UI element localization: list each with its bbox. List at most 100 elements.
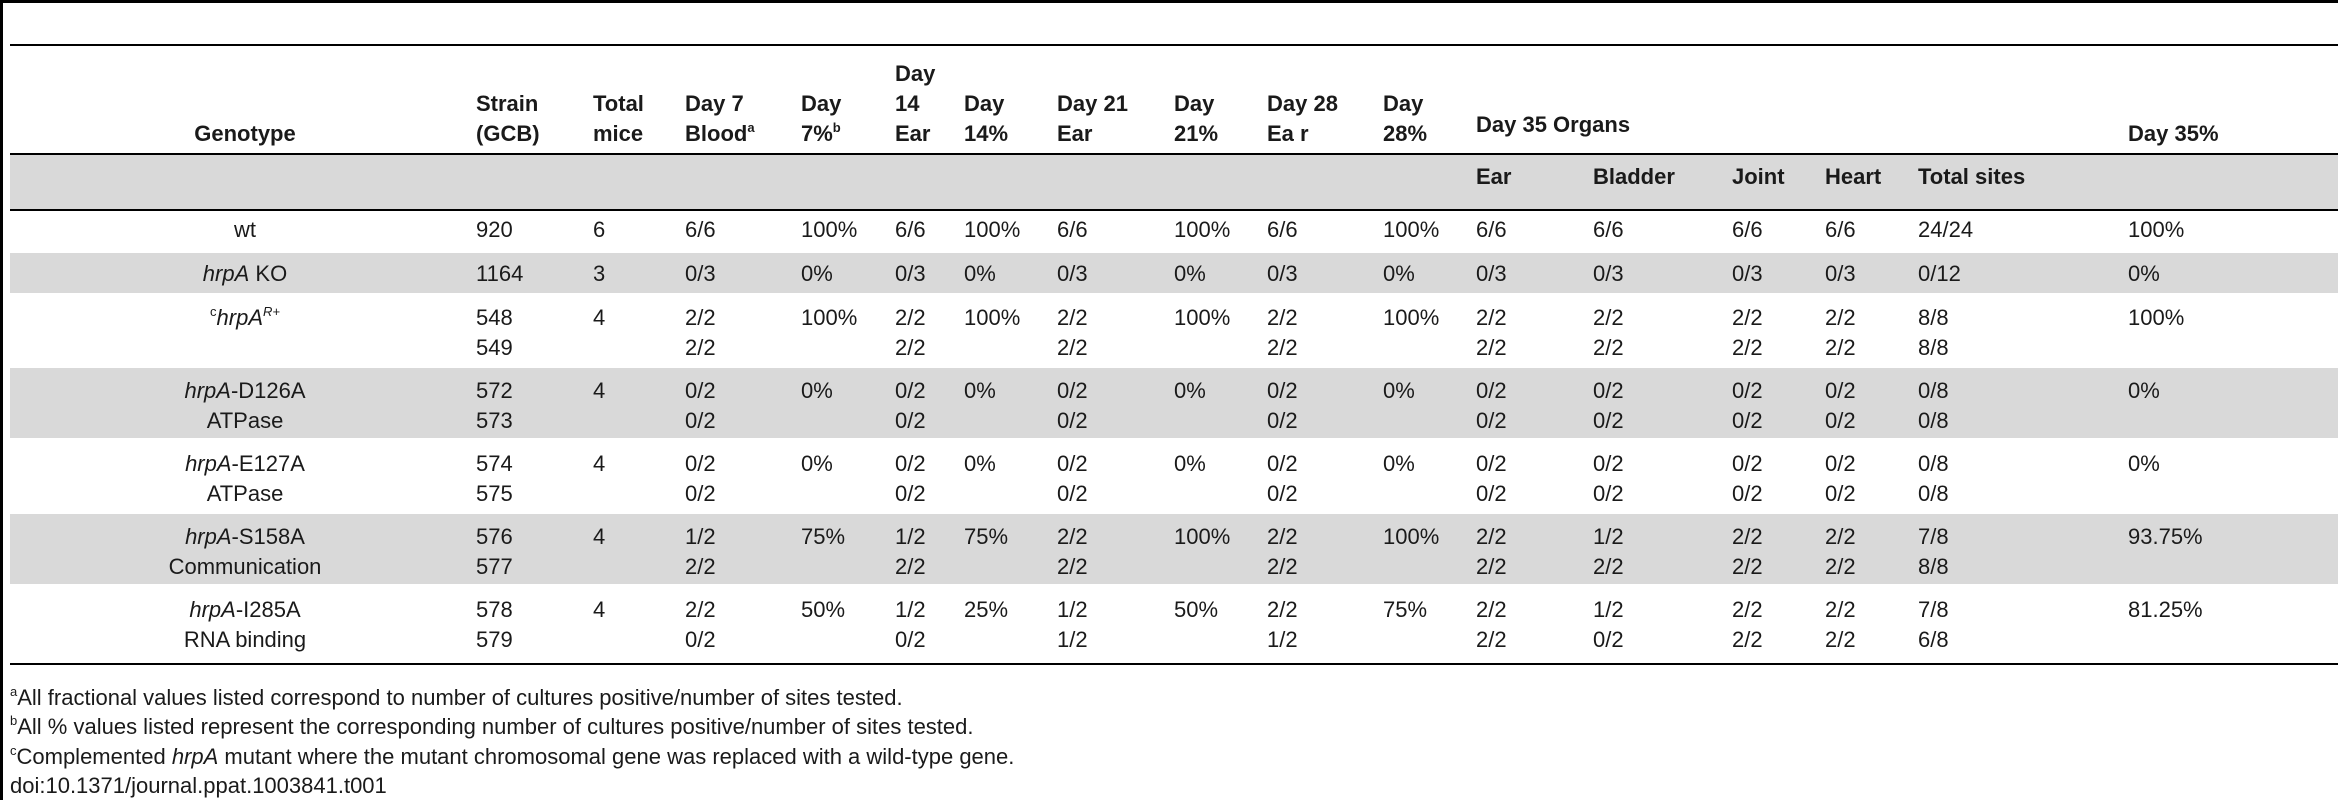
table-cell-bladder: 2/2 <box>1593 305 1624 330</box>
table-cell-d21p: 100% <box>1174 217 1231 242</box>
table-cell-d7b: 2/2 <box>685 553 716 579</box>
table-cell-heart: 0/2 <box>1825 451 1856 476</box>
footnote-b: bAll % values listed represent the corre… <box>10 712 974 739</box>
header-day14-ear: Day 14 Ear <box>895 61 936 146</box>
header-day21-ear: Day 21 Ear <box>1057 91 1128 146</box>
table-cell-d7p: 0% <box>801 451 833 476</box>
table-cell-d21e: 1/2 <box>1057 626 1088 652</box>
doi-text: doi:10.1371/journal.ppat.1003841.t001 <box>10 773 387 798</box>
table-cell-d14e: 1/2 <box>895 524 926 549</box>
table-cell-bladder: 0/2 <box>1593 407 1624 433</box>
table-cell-d14p: 25% <box>964 597 1009 622</box>
table-cell-d7b: 0/2 <box>685 451 716 476</box>
genotype-name: chrpAR+ <box>135 303 355 333</box>
genotype-name: hrpA-I285A <box>135 595 355 625</box>
table-cell-joint: 0/2 <box>1732 480 1763 506</box>
genotype-cell: hrpA KO <box>135 259 355 289</box>
table-cell-mice: 4 <box>593 451 606 476</box>
table-cell-d14p: 0% <box>964 451 996 476</box>
table-cell-d21p: 0% <box>1174 378 1206 403</box>
genotype-cell: hrpA-I285A RNA binding <box>135 595 355 654</box>
genotype-cell: chrpAR+ <box>135 303 355 333</box>
genotype-cell: hrpA-S158A Communication <box>135 522 355 581</box>
table-cell-joint: 2/2 <box>1732 597 1763 622</box>
table-cell-strain: 572 <box>476 378 513 403</box>
genotype-label: wt <box>234 217 256 242</box>
table-cell-joint: 0/3 <box>1732 261 1763 286</box>
genotype-gene: hrpA <box>216 305 263 330</box>
header-day28-ear: Day 28 Ea r <box>1267 91 1338 146</box>
genotype-gene: hrpA <box>185 524 232 549</box>
table-cell-d14p: 0% <box>964 261 996 286</box>
table-cell-d28e: 2/2 <box>1267 305 1298 330</box>
header-total-mice: Total mice <box>593 91 644 146</box>
table-cell-mice: 6 <box>593 217 606 242</box>
table-cell-joint: 0/2 <box>1732 407 1763 433</box>
table-cell-heart: 0/2 <box>1825 407 1856 433</box>
table-cell-d21p: 100% <box>1174 524 1231 549</box>
table-cell-total: 8/8 <box>1918 305 1949 330</box>
table-cell-joint: 2/2 <box>1732 334 1763 360</box>
table-cell-heart: 2/2 <box>1825 524 1856 549</box>
table-cell-ear: 2/2 <box>1476 597 1507 622</box>
table-cell-d28e: 6/6 <box>1267 217 1298 242</box>
table-cell-d7p: 0% <box>801 378 833 403</box>
table-cell-d7p: 100% <box>801 217 858 242</box>
table-cell-joint: 2/2 <box>1732 626 1763 652</box>
table-cell-total: 0/12 <box>1918 261 1961 286</box>
table-cell-d28e: 2/2 <box>1267 524 1298 549</box>
genotype-label: -I285A <box>235 597 301 622</box>
table-cell-total: 24/24 <box>1918 217 1974 242</box>
table-cell-d21e: 0/3 <box>1057 261 1088 286</box>
header-organ-ear: Ear <box>1476 164 1512 189</box>
table-cell-heart: 2/2 <box>1825 305 1856 330</box>
table-cell-d28e: 0/2 <box>1267 407 1298 433</box>
table-cell-d14e: 1/2 <box>895 597 926 622</box>
frame-top-border <box>0 0 2338 3</box>
table-cell-d28p: 100% <box>1383 305 1440 330</box>
table-cell-d28e: 0/2 <box>1267 480 1298 506</box>
row-band-3 <box>10 368 2338 438</box>
table-cell-strain: 549 <box>476 334 513 360</box>
table-cell-d14e: 0/2 <box>895 480 926 506</box>
genotype-name: hrpA-S158A <box>135 522 355 552</box>
table-cell-d7b: 2/2 <box>685 305 716 330</box>
table-cell-joint: 2/2 <box>1732 305 1763 330</box>
header-organ-bladder: Bladder <box>1593 164 1675 189</box>
header-genotype: Genotype <box>194 121 296 146</box>
genotype-name: hrpA-E127A <box>135 449 355 479</box>
table-cell-d14e: 0/2 <box>895 626 926 652</box>
table-cell-total: 6/8 <box>1918 626 1949 652</box>
table-cell-d28p: 0% <box>1383 451 1415 476</box>
table-cell-joint: 6/6 <box>1732 217 1763 242</box>
table-cell-d7p: 0% <box>801 261 833 286</box>
header-day35-pct: Day 35% <box>2128 121 2219 146</box>
header-day28-pct: Day 28% <box>1383 91 1428 146</box>
table-cell-d28e: 2/2 <box>1267 553 1298 579</box>
table-cell-mice: 4 <box>593 305 606 330</box>
table-cell-d14e: 6/6 <box>895 217 926 242</box>
table-cell-d7b: 0/2 <box>685 480 716 506</box>
table-cell-joint: 0/2 <box>1732 378 1763 403</box>
table-cell-total: 8/8 <box>1918 334 1949 360</box>
table-cell-heart: 2/2 <box>1825 334 1856 360</box>
table-cell-mice: 4 <box>593 378 606 403</box>
organs-span-rule <box>1476 154 2108 155</box>
genotype-domain: ATPase <box>206 407 284 433</box>
table-cell-d7p: 50% <box>801 597 846 622</box>
table-cell-d7b: 0/2 <box>685 407 716 433</box>
table-cell-total: 0/8 <box>1918 407 1949 433</box>
frame-left-border <box>0 0 3 800</box>
genotype-cell: wt <box>135 215 355 245</box>
table-cell-strain: 920 <box>476 217 513 242</box>
table-cell-d7b: 0/2 <box>685 626 716 652</box>
table-cell-bladder: 0/2 <box>1593 451 1624 476</box>
table-cell-d28e: 0/2 <box>1267 451 1298 476</box>
genotype-domain: ATPase <box>206 480 284 506</box>
genotype-label: -E127A <box>231 451 305 476</box>
genotype-domain: Communication <box>168 553 322 579</box>
header-day7-blood: Day 7 Blooda <box>685 91 755 146</box>
table-cell-ear: 6/6 <box>1476 217 1507 242</box>
table-cell-d35p: 93.75% <box>2128 524 2203 549</box>
table-cell-d7b: 0/2 <box>685 378 716 403</box>
